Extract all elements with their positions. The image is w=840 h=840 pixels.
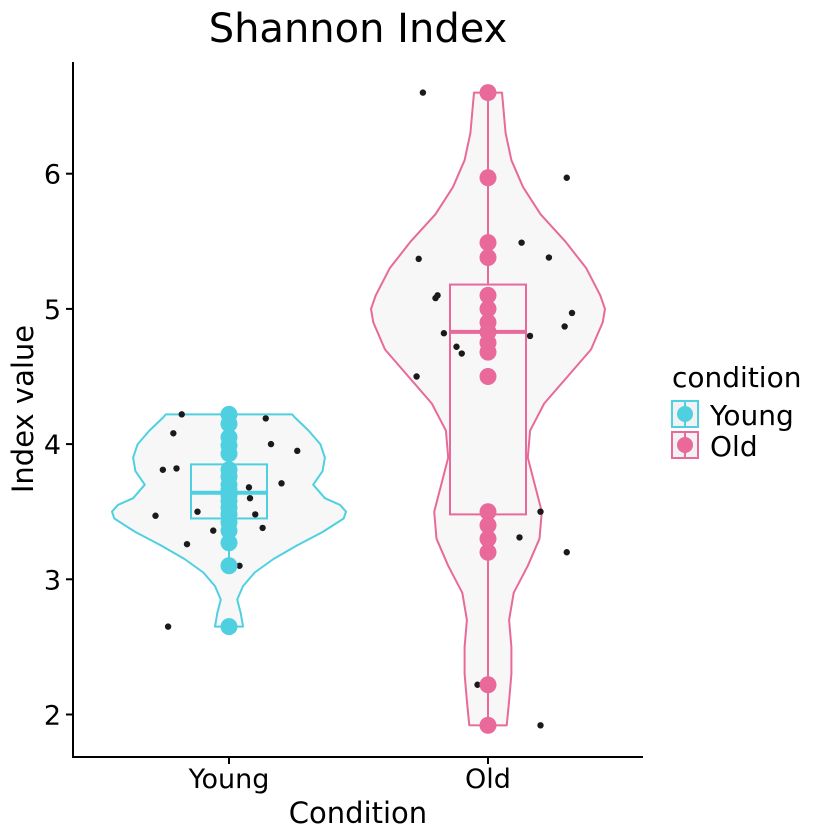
- data-point: [220, 557, 238, 575]
- jitter-point: [236, 562, 243, 569]
- y-tick-label: 3: [44, 565, 61, 596]
- jitter-point: [159, 466, 167, 473]
- jitter-point: [210, 527, 217, 534]
- jitter-point: [516, 534, 523, 541]
- data-point: [479, 543, 497, 561]
- data-point: [479, 234, 497, 252]
- legend-key-young: [671, 400, 699, 428]
- series-young: [111, 405, 347, 636]
- y-tick-label: 6: [44, 160, 61, 191]
- jitter-point: [458, 350, 465, 357]
- data-point: [479, 516, 497, 534]
- jitter-point: [164, 623, 172, 630]
- legend-key-old: [671, 431, 699, 459]
- jitter-point: [246, 494, 254, 502]
- data-point: [220, 405, 238, 423]
- y-tick-label: 2: [44, 701, 61, 732]
- jitter-point: [262, 415, 269, 422]
- jitter-point: [434, 292, 441, 299]
- data-point: [479, 313, 497, 331]
- legend-key-dot: [677, 437, 693, 453]
- legend-keys: [671, 400, 699, 459]
- data-point: [479, 503, 497, 521]
- jitter-point: [537, 722, 544, 729]
- jitter-point: [526, 332, 534, 340]
- jitter-point: [152, 512, 159, 519]
- data-point: [220, 461, 238, 479]
- jitter-point: [278, 480, 285, 487]
- jitter-point: [561, 323, 568, 330]
- jitter-point: [252, 511, 259, 518]
- plot-area: [111, 84, 606, 734]
- jitter-point: [474, 681, 481, 688]
- x-tick-label: Young: [188, 764, 270, 795]
- jitter-point: [568, 309, 576, 317]
- y-axis-ticks: 2 3 4 5 6: [44, 160, 73, 732]
- y-tick-label: 4: [44, 430, 61, 461]
- legend: condition Young Old: [671, 361, 801, 463]
- jitter-point: [294, 447, 301, 455]
- data-point: [479, 676, 497, 694]
- data-point: [479, 169, 497, 187]
- data-point: [479, 249, 497, 267]
- x-axis-ticks: Young Old: [188, 757, 511, 795]
- data-point: [479, 530, 497, 548]
- data-point: [479, 300, 497, 318]
- series-old: [370, 84, 606, 734]
- data-point: [479, 716, 497, 734]
- jitter-point: [259, 524, 266, 532]
- jitter-point: [183, 540, 191, 548]
- jitter-point: [563, 174, 570, 181]
- jitter-point: [267, 440, 275, 448]
- jitter-point: [563, 549, 570, 556]
- jitter-point: [194, 508, 201, 515]
- legend-label-young: Young: [709, 399, 794, 432]
- violin-old: [370, 91, 606, 727]
- data-point: [479, 368, 497, 385]
- jitter-point: [518, 239, 525, 246]
- jitter-point: [537, 508, 544, 515]
- data-point: [479, 84, 497, 102]
- jitter-point: [453, 343, 460, 350]
- jitter-point: [440, 330, 448, 337]
- chart-title: Shannon Index: [209, 6, 508, 52]
- y-axis-title: Index value: [6, 325, 40, 493]
- legend-title: condition: [672, 361, 801, 394]
- jitter-point: [415, 255, 422, 263]
- jitter-point: [178, 411, 185, 418]
- jitter-point: [170, 430, 177, 437]
- x-axis-title: Condition: [289, 796, 427, 830]
- data-point: [220, 618, 238, 636]
- legend-key-dot: [677, 406, 693, 422]
- jitter-point: [413, 373, 420, 380]
- jitter-point: [545, 254, 553, 261]
- data-point: [220, 428, 238, 446]
- y-tick-label: 5: [44, 295, 61, 326]
- jitter-point: [173, 465, 180, 472]
- x-tick-label: Old: [465, 764, 511, 795]
- jitter-point: [245, 484, 253, 491]
- data-point: [220, 534, 238, 552]
- jitter-point: [419, 89, 427, 96]
- data-point: [479, 286, 497, 304]
- legend-label-old: Old: [710, 430, 758, 463]
